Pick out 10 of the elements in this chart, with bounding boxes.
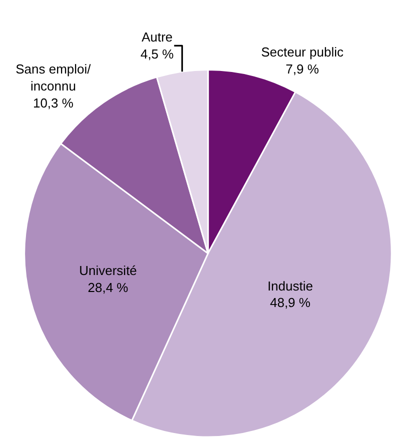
slice-label: Autre <box>142 30 173 45</box>
data-label: 28,4 % <box>88 280 129 296</box>
data-label: 10,3 % <box>32 95 74 110</box>
data-label: 48,9 % <box>270 295 311 310</box>
slice-label: Sans emploi/ inconnu <box>16 62 92 94</box>
data-label: 4,5 % <box>140 46 174 62</box>
data-label: 7,9 % <box>286 61 320 76</box>
slice-label: Industie <box>267 278 313 294</box>
slice-label: Université <box>79 263 137 278</box>
slice-label: Secteur public <box>261 44 344 60</box>
